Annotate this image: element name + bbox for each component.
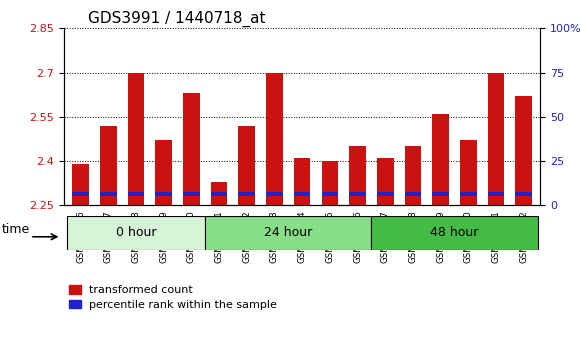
Text: 48 hour: 48 hour	[431, 226, 479, 239]
Legend: transformed count, percentile rank within the sample: transformed count, percentile rank withi…	[70, 285, 277, 310]
Bar	[487, 192, 504, 196]
FancyBboxPatch shape	[205, 216, 371, 250]
Bar	[515, 96, 532, 205]
Bar	[515, 192, 532, 196]
Bar	[128, 73, 144, 205]
Bar	[349, 192, 366, 196]
Bar	[294, 192, 310, 196]
Bar	[72, 164, 89, 205]
FancyBboxPatch shape	[67, 216, 205, 250]
Bar	[321, 192, 338, 196]
Bar	[404, 192, 421, 196]
Bar	[100, 126, 117, 205]
Bar	[238, 126, 255, 205]
Bar	[238, 192, 255, 196]
Bar	[183, 192, 200, 196]
Bar	[266, 192, 283, 196]
Bar	[211, 192, 227, 196]
Bar	[487, 73, 504, 205]
Bar	[155, 141, 172, 205]
Bar	[155, 192, 172, 196]
Bar	[266, 73, 283, 205]
Text: GDS3991 / 1440718_at: GDS3991 / 1440718_at	[88, 11, 266, 27]
Bar	[377, 158, 393, 205]
Bar	[377, 192, 393, 196]
Text: 24 hour: 24 hour	[264, 226, 313, 239]
Bar	[72, 192, 89, 196]
Bar	[100, 192, 117, 196]
Bar	[460, 192, 476, 196]
Bar	[349, 146, 366, 205]
Text: 0 hour: 0 hour	[116, 226, 156, 239]
Bar	[432, 192, 449, 196]
Bar	[294, 158, 310, 205]
Text: time: time	[1, 223, 30, 236]
Bar	[183, 93, 200, 205]
Bar	[404, 146, 421, 205]
FancyBboxPatch shape	[371, 216, 537, 250]
Bar	[432, 114, 449, 205]
Bar	[211, 182, 227, 205]
Bar	[128, 192, 144, 196]
Bar	[321, 161, 338, 205]
Bar	[460, 141, 476, 205]
